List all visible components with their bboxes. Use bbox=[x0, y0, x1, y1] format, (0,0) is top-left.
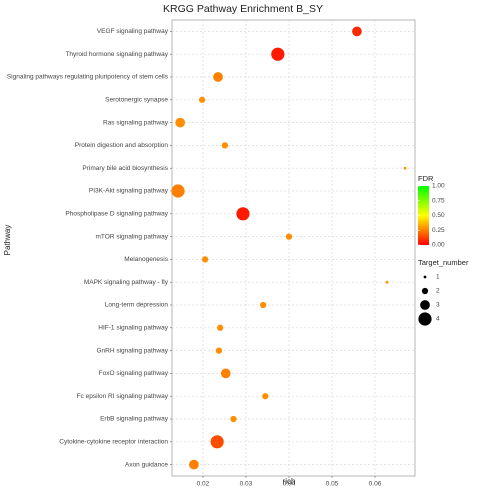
bubble bbox=[215, 347, 223, 354]
y-tick-label: HIF-1 signaling pathway bbox=[98, 325, 168, 332]
y-tick-label: mTOR signaling pathway bbox=[96, 233, 169, 240]
bubble bbox=[210, 435, 224, 449]
x-tick-label: 0.02 bbox=[197, 481, 210, 488]
y-tick-label: VEGF signaling pathway bbox=[97, 28, 169, 35]
y-tick-label: Cytokine-cytokine receptor interaction bbox=[59, 439, 168, 446]
bubble bbox=[385, 280, 389, 284]
size-key-label: 4 bbox=[436, 316, 440, 323]
marks-layer bbox=[171, 26, 407, 470]
bubble bbox=[198, 96, 206, 103]
size-key bbox=[418, 312, 432, 326]
y-tick-label: Axon guidance bbox=[125, 461, 168, 468]
y-tick-label: Long-term depression bbox=[105, 302, 169, 309]
bubble bbox=[175, 117, 186, 128]
y-tick-label: Primary bile acid biosynthesis bbox=[82, 165, 168, 172]
y-tick-label: Phospholipase D signaling pathway bbox=[65, 211, 168, 218]
y-tick-label: ErbB signaling pathway bbox=[100, 416, 169, 423]
color-tick-label: 0.25 bbox=[432, 227, 445, 234]
bubble bbox=[221, 142, 229, 149]
bubble bbox=[285, 233, 293, 240]
y-tick-label: PI3K-Akt signaling pathway bbox=[89, 188, 169, 195]
y-tick-label: Protein digestion and absorption bbox=[75, 142, 169, 149]
y-tick-label: Signaling pathways regulating pluripoten… bbox=[7, 74, 169, 81]
y-tick-label: Fc epsilon RI signaling pathway bbox=[77, 393, 169, 400]
bubble bbox=[271, 47, 285, 61]
bubble bbox=[171, 184, 185, 198]
size-key-label: 1 bbox=[436, 274, 440, 281]
size-key bbox=[421, 287, 429, 295]
grid-layer: 0.02 0.03 0.04 0.05 0.06 VEGF signaling pathw… bbox=[7, 20, 415, 488]
bubble bbox=[217, 324, 224, 331]
y-tick-label: Serotonergic synapse bbox=[105, 97, 168, 104]
size-key-label: 2 bbox=[436, 288, 440, 295]
x-tick-label: 0.06 bbox=[369, 481, 382, 488]
y-axis-label: Pathway bbox=[3, 225, 12, 256]
size-key bbox=[423, 275, 427, 279]
legend-title: FDR bbox=[418, 174, 434, 183]
y-tick-label: MAPK signaling pathway - fly bbox=[84, 279, 169, 286]
bubble bbox=[230, 415, 237, 423]
bubble bbox=[262, 393, 269, 400]
x-tick-label: 0.03 bbox=[240, 481, 253, 488]
bubble bbox=[201, 256, 209, 263]
bubble bbox=[352, 26, 362, 37]
bubble bbox=[260, 301, 267, 309]
bubble bbox=[213, 72, 223, 82]
bubble bbox=[403, 166, 407, 170]
bubble bbox=[189, 459, 199, 470]
color-bar bbox=[418, 186, 429, 245]
x-tick-label: 0.04 bbox=[283, 481, 296, 488]
chart-title: KRGG Pathway Enrichment B_SY bbox=[163, 3, 323, 15]
bubble bbox=[220, 368, 231, 379]
size-key bbox=[420, 300, 430, 310]
color-tick-label: 1.00 bbox=[432, 183, 445, 190]
color-tick-label: 0.50 bbox=[432, 212, 445, 219]
bubble bbox=[236, 207, 250, 221]
x-axis-label: rich bbox=[283, 477, 296, 486]
y-tick-label: Ras signaling pathway bbox=[103, 119, 169, 126]
color-tick-label: 0.75 bbox=[432, 197, 445, 204]
legend-title: Target_number bbox=[418, 258, 469, 267]
y-tick-label: FoxO signaling pathway bbox=[99, 370, 169, 377]
color-tick-label: 0.00 bbox=[432, 242, 445, 249]
plot-border bbox=[171, 19, 416, 477]
y-tick-label: Thyroid hormone signaling pathway bbox=[65, 51, 168, 58]
y-tick-label: GnRH signaling pathway bbox=[96, 347, 168, 354]
size-key-label: 3 bbox=[436, 302, 440, 309]
y-tick-label: Melanogenesis bbox=[124, 256, 168, 263]
x-tick-label: 0.05 bbox=[326, 481, 339, 488]
